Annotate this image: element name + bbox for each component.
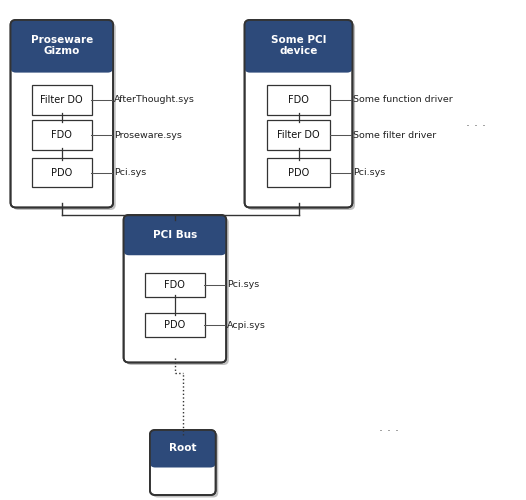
Text: Some filter driver: Some filter driver	[353, 130, 437, 140]
Text: FDO: FDO	[165, 280, 185, 289]
FancyBboxPatch shape	[150, 430, 216, 495]
FancyBboxPatch shape	[145, 314, 205, 338]
Text: Root: Root	[169, 443, 197, 453]
FancyBboxPatch shape	[245, 20, 352, 72]
FancyBboxPatch shape	[267, 158, 330, 188]
Bar	[129, 234, 221, 250]
Text: Proseware.sys: Proseware.sys	[114, 130, 182, 140]
FancyBboxPatch shape	[126, 218, 229, 365]
Text: Some PCI
device: Some PCI device	[271, 35, 326, 56]
FancyBboxPatch shape	[11, 20, 113, 72]
FancyBboxPatch shape	[124, 215, 226, 255]
Text: FDO: FDO	[52, 130, 72, 140]
FancyBboxPatch shape	[32, 158, 92, 188]
FancyBboxPatch shape	[32, 86, 92, 114]
Text: Acpi.sys: Acpi.sys	[227, 321, 266, 330]
FancyBboxPatch shape	[124, 215, 226, 362]
Text: PDO: PDO	[288, 168, 309, 178]
Text: Filter DO: Filter DO	[277, 130, 320, 140]
FancyBboxPatch shape	[245, 20, 352, 208]
FancyBboxPatch shape	[11, 20, 113, 208]
Text: Pci.sys: Pci.sys	[114, 168, 146, 177]
FancyBboxPatch shape	[267, 120, 330, 150]
Text: AfterThought.sys: AfterThought.sys	[114, 96, 195, 104]
FancyBboxPatch shape	[267, 86, 330, 114]
Bar	[250, 44, 347, 68]
Text: Pci.sys: Pci.sys	[353, 168, 386, 177]
FancyBboxPatch shape	[153, 432, 218, 498]
Text: Proseware
Gizmo: Proseware Gizmo	[31, 35, 93, 56]
Bar	[155, 448, 210, 462]
Text: . . .: . . .	[466, 116, 485, 129]
FancyBboxPatch shape	[150, 430, 216, 468]
Text: PDO: PDO	[164, 320, 186, 330]
Text: PCI Bus: PCI Bus	[153, 230, 197, 239]
Text: Some function driver: Some function driver	[353, 96, 453, 104]
Bar	[16, 44, 108, 68]
FancyBboxPatch shape	[145, 272, 205, 296]
Text: FDO: FDO	[288, 95, 309, 105]
FancyBboxPatch shape	[32, 120, 92, 150]
Text: PDO: PDO	[51, 168, 73, 178]
FancyBboxPatch shape	[247, 22, 355, 210]
FancyBboxPatch shape	[13, 22, 116, 210]
Text: Filter DO: Filter DO	[41, 95, 83, 105]
Text: Pci.sys: Pci.sys	[227, 280, 259, 289]
Text: . . .: . . .	[379, 421, 399, 434]
